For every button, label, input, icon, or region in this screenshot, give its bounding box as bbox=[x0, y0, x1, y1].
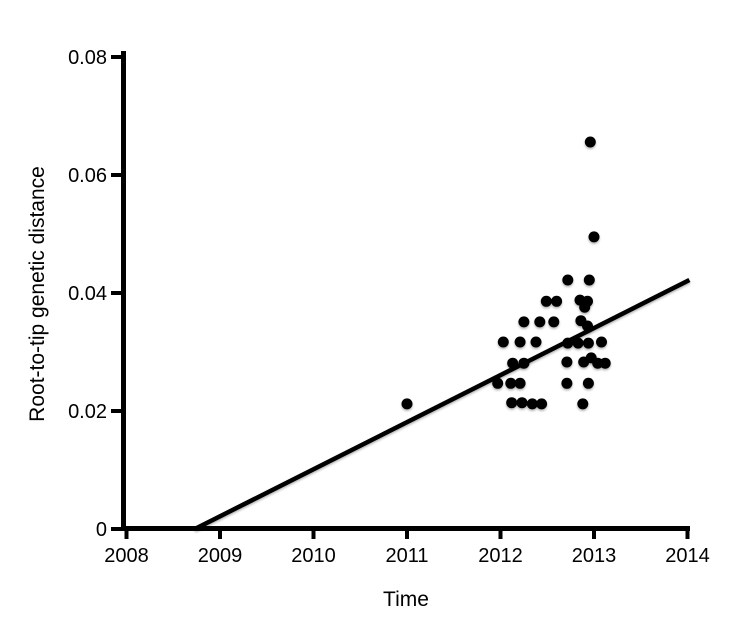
data-point bbox=[514, 377, 526, 389]
data-point bbox=[516, 397, 528, 409]
y-tick-label: 0.06 bbox=[68, 165, 107, 187]
data-point bbox=[562, 274, 574, 286]
data-point bbox=[596, 336, 607, 348]
data-point bbox=[518, 316, 530, 328]
data-points-layer bbox=[401, 136, 611, 410]
data-point bbox=[492, 377, 504, 389]
data-point bbox=[514, 336, 526, 348]
data-point bbox=[526, 398, 538, 410]
x-tick-label: 2008 bbox=[104, 545, 149, 567]
data-point bbox=[551, 295, 563, 307]
data-point bbox=[497, 336, 509, 348]
data-point bbox=[572, 337, 584, 349]
data-point bbox=[582, 337, 594, 349]
y-tick-label: 0.08 bbox=[68, 47, 107, 69]
y-tick-label: 0 bbox=[96, 519, 107, 541]
data-point bbox=[599, 357, 611, 369]
data-point bbox=[561, 356, 573, 368]
data-point bbox=[584, 136, 596, 148]
data-point bbox=[582, 377, 594, 389]
y-tick-label: 0.02 bbox=[68, 401, 107, 423]
x-tick-label: 2009 bbox=[198, 545, 243, 567]
data-point bbox=[401, 398, 413, 410]
data-point bbox=[561, 377, 573, 389]
data-point bbox=[540, 295, 552, 307]
x-tick-label: 2013 bbox=[572, 545, 617, 567]
data-point bbox=[579, 301, 591, 313]
x-tick-label: 2010 bbox=[291, 545, 336, 567]
y-axis-title: Root-to-tip genetic distance bbox=[26, 166, 49, 422]
x-tick-label: 2011 bbox=[385, 545, 428, 567]
y-tick-label: 0.04 bbox=[68, 283, 107, 305]
trend-line-layer bbox=[193, 277, 691, 532]
data-point bbox=[583, 274, 595, 286]
data-point bbox=[588, 231, 600, 243]
data-point bbox=[536, 398, 548, 410]
axes-layer: 0 0.02 0.04 0.06 0.08 2008 2009 2010 2011 2012 201… bbox=[68, 47, 710, 567]
data-point bbox=[506, 397, 518, 409]
x-tick-label: 2012 bbox=[478, 545, 523, 567]
x-axis-title: Time bbox=[383, 588, 429, 611]
data-point bbox=[534, 316, 546, 328]
data-point bbox=[530, 336, 542, 348]
data-point bbox=[577, 398, 589, 410]
trend-line bbox=[193, 277, 691, 532]
x-tick-label: 2014 bbox=[665, 545, 710, 567]
data-point bbox=[505, 377, 517, 389]
data-point bbox=[548, 316, 560, 328]
